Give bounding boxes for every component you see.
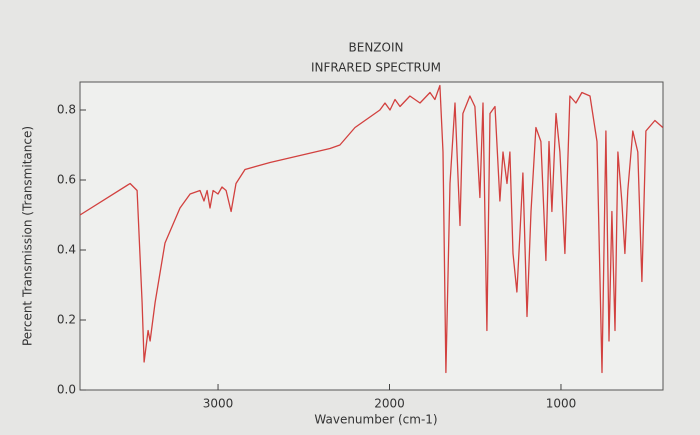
y-tick-label: 0.6	[57, 173, 76, 187]
chart-subtitle: INFRARED SPECTRUM	[311, 61, 441, 75]
x-tick-label: 3000	[203, 397, 234, 411]
x-tick-label: 1000	[546, 397, 577, 411]
y-tick-label: 0.2	[57, 313, 76, 327]
y-axis-label: Percent Transmission (Transmitance)	[21, 126, 35, 346]
y-tick-label: 0.0	[57, 383, 76, 397]
y-tick-label: 0.8	[57, 103, 76, 117]
x-axis-label: Wavenumber (cm-1)	[314, 413, 437, 427]
spectrum-line	[79, 84, 664, 374]
chart-title: BENZOIN	[349, 41, 404, 55]
y-tick-label: 0.4	[57, 243, 76, 257]
x-tick-label: 2000	[374, 397, 405, 411]
